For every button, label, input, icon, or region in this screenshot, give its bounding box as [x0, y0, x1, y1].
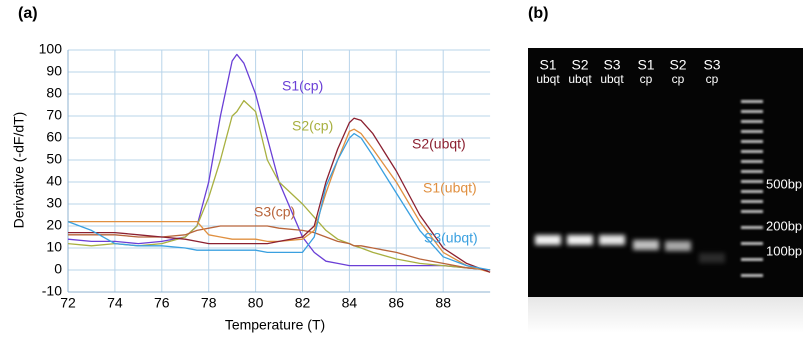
lane-label: S1 — [637, 57, 654, 73]
y-tick-label: 90 — [46, 63, 62, 79]
ladder-band — [741, 110, 763, 113]
ladder-band — [741, 242, 763, 245]
ladder-band — [741, 210, 763, 213]
x-tick-label: 82 — [295, 295, 311, 311]
ladder-band — [741, 120, 763, 123]
lane-label: cp — [706, 72, 719, 86]
band — [599, 235, 625, 245]
ladder-band — [741, 258, 763, 261]
y-tick-label: 60 — [46, 129, 62, 145]
y-tick-label: 70 — [46, 107, 62, 123]
y-tick-label: 30 — [46, 195, 62, 211]
series-label: S1(ubqt) — [423, 180, 477, 196]
series-label: S2(ubqt) — [412, 136, 466, 152]
panel-label: (a) — [18, 5, 38, 22]
lane-label: S3 — [703, 57, 720, 73]
x-tick-label: 74 — [107, 295, 123, 311]
ladder-band — [741, 140, 763, 143]
ladder-band — [741, 274, 763, 277]
x-tick-label: 76 — [154, 295, 170, 311]
lane-label: ubqt — [536, 72, 560, 86]
lane-label: cp — [672, 72, 685, 86]
y-tick-label: 10 — [46, 239, 62, 255]
x-tick-label: 72 — [60, 295, 76, 311]
ladder-band — [741, 226, 763, 229]
gel-shadow — [528, 297, 803, 333]
series-label: S3(cp) — [254, 204, 295, 220]
ladder-band — [741, 180, 763, 183]
x-axis-label: Temperature (T) — [225, 317, 325, 333]
lane-label: S3 — [603, 57, 620, 73]
marker-label: 100bp — [766, 243, 802, 258]
y-tick-label: 100 — [39, 41, 63, 57]
y-tick-label: 20 — [46, 217, 62, 233]
marker-label: 500bp — [766, 176, 802, 191]
band — [633, 240, 659, 250]
lane-label: S1 — [539, 57, 556, 73]
y-tick-label: 50 — [46, 151, 62, 167]
lane-label: ubqt — [568, 72, 592, 86]
ladder-band — [741, 170, 763, 173]
x-tick-label: 86 — [389, 295, 405, 311]
lane-label: ubqt — [600, 72, 624, 86]
band — [567, 235, 593, 245]
x-tick-label: 80 — [248, 295, 264, 311]
x-tick-label: 84 — [342, 295, 358, 311]
y-tick-label: 40 — [46, 173, 62, 189]
series-label: S1(cp) — [282, 78, 323, 94]
marker-label: 200bp — [766, 218, 802, 233]
series-label: S2(cp) — [292, 118, 333, 134]
band — [699, 253, 725, 263]
y-axis-label: Derivative (-dF/dT) — [11, 112, 27, 229]
plot: 72 74 76 78 80 82 84 86 88 -10 0 10 20 30 40 50 60 70 80 90… — [39, 41, 490, 311]
y-tick-label: 0 — [54, 261, 62, 277]
ladder-band — [741, 130, 763, 133]
lane-label: S2 — [669, 57, 686, 73]
y-tick-label: -10 — [42, 283, 62, 299]
x-tick-label: 78 — [201, 295, 217, 311]
band — [535, 235, 561, 245]
ladder-band — [741, 150, 763, 153]
ladder-band — [741, 160, 763, 163]
series-label: S3(ubqt) — [424, 230, 478, 246]
ladder-band — [741, 190, 763, 193]
panel-label: (b) — [528, 5, 548, 22]
y-tick-label: 80 — [46, 85, 62, 101]
ladder-band — [741, 200, 763, 203]
x-tick-label: 88 — [435, 295, 451, 311]
lane-label: S2 — [571, 57, 588, 73]
band — [665, 241, 691, 251]
lane-label: cp — [640, 72, 653, 86]
ladder-band — [741, 100, 763, 103]
plot-area — [68, 50, 490, 292]
figure: (a) (b) Temperature (T) Derivative (-dF/… — [0, 0, 803, 337]
